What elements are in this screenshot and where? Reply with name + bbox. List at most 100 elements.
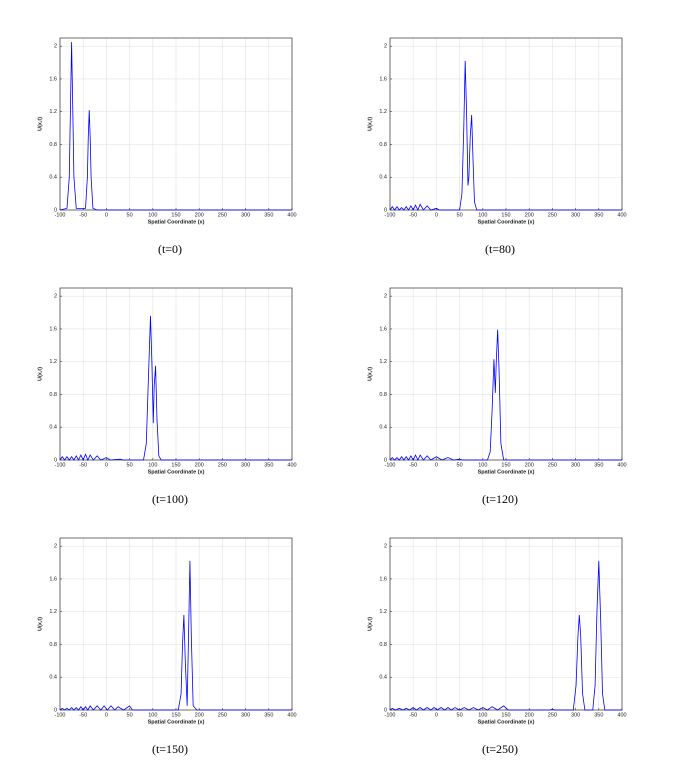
x-tick-label: -100	[54, 462, 65, 468]
x-tick-label: 100	[478, 712, 487, 718]
x-tick-label: 100	[148, 212, 157, 218]
x-tick-label: -50	[409, 712, 417, 718]
x-tick-label: 150	[501, 462, 510, 468]
y-tick-label: 1.2	[379, 359, 387, 365]
y-tick-label: 2	[384, 544, 387, 550]
x-axis-label: Spatial Coordinate (x)	[148, 719, 205, 725]
x-tick-label: 300	[571, 212, 580, 218]
plot-frame	[389, 537, 623, 711]
data-line	[389, 560, 622, 711]
chart-panel: -100 -50 0 50 100 150 200 250 300 350 400 0 0.4 0.8 1.…	[37, 287, 297, 506]
x-tick-label: 0	[105, 462, 108, 468]
y-tick-label: 0.4	[49, 675, 57, 681]
x-tick-label: 100	[148, 462, 157, 468]
x-tick-label: 350	[594, 462, 603, 468]
data-line	[59, 42, 292, 211]
x-axis-label: Spatial Coordinate (x)	[478, 219, 535, 225]
x-tick-label: -100	[384, 212, 395, 218]
x-tick-label: 200	[525, 712, 534, 718]
x-tick-label: 200	[195, 212, 204, 218]
x-tick-label: 400	[617, 712, 626, 718]
x-tick-label: 250	[218, 462, 227, 468]
x-tick-label: 250	[548, 462, 557, 468]
y-tick-label: 1.6	[379, 576, 387, 582]
y-tick-label: 1.6	[49, 76, 57, 82]
x-tick-label: 50	[457, 712, 463, 718]
caption: (t=250)	[482, 742, 518, 756]
x-tick-label: 200	[195, 462, 204, 468]
x-tick-label: 250	[218, 712, 227, 718]
x-tick-label: 400	[287, 712, 296, 718]
chart-panel: -100 -50 0 50 100 150 200 250 300 350 400 0 0.4 0.8 1.…	[37, 37, 297, 256]
y-tick-label: 2	[54, 44, 57, 50]
x-tick-label: 350	[264, 462, 273, 468]
y-tick-label: 1.2	[379, 109, 387, 115]
y-tick-label: 0.8	[379, 642, 387, 648]
x-tick-label: 350	[594, 712, 603, 718]
y-tick-label: 0.8	[49, 392, 57, 398]
y-tick-label: 0.4	[379, 675, 387, 681]
y-tick-label: 0.8	[379, 392, 387, 398]
y-tick-label: 1.6	[49, 326, 57, 332]
x-tick-label: -100	[384, 712, 395, 718]
x-tick-label: 200	[525, 462, 534, 468]
x-tick-label: 300	[571, 712, 580, 718]
caption: (t=150)	[152, 742, 188, 756]
x-tick-label: -100	[54, 212, 65, 218]
y-tick-label: 1.2	[379, 609, 387, 615]
chart-panel: -100 -50 0 50 100 150 200 250 300 350 400 0 0.4 0.8 1.…	[367, 287, 627, 506]
x-tick-label: 50	[457, 462, 463, 468]
y-tick-label: 1.2	[49, 609, 57, 615]
x-tick-label: 250	[218, 212, 227, 218]
x-tick-label: 50	[127, 212, 133, 218]
x-tick-label: 350	[264, 712, 273, 718]
caption: (t=80)	[485, 242, 515, 256]
x-axis-label: Spatial Coordinate (x)	[478, 719, 535, 725]
x-tick-label: -50	[79, 712, 87, 718]
y-tick-label: 1.6	[49, 576, 57, 582]
x-tick-label: 300	[241, 712, 250, 718]
y-tick-label: 0.4	[49, 175, 57, 181]
y-axis-label: U(x,t)	[367, 617, 373, 631]
x-tick-label: 0	[435, 462, 438, 468]
x-tick-label: 400	[287, 462, 296, 468]
y-tick-label: 1.2	[49, 359, 57, 365]
y-axis-label: U(x,t)	[367, 367, 373, 381]
x-tick-label: 150	[501, 212, 510, 218]
x-tick-label: 0	[435, 212, 438, 218]
chart-panel: -100 -50 0 50 100 150 200 250 300 350 400 0 0.4 0.8 1.…	[367, 537, 627, 756]
y-axis-label: U(x,t)	[37, 117, 43, 131]
x-tick-label: -100	[54, 712, 65, 718]
data-line	[389, 60, 622, 211]
y-tick-label: 1.6	[379, 326, 387, 332]
data-line	[59, 315, 292, 461]
x-tick-label: 50	[457, 212, 463, 218]
x-tick-label: 0	[105, 712, 108, 718]
x-tick-label: 150	[171, 712, 180, 718]
y-tick-label: 0	[54, 207, 57, 213]
data-line	[59, 560, 292, 711]
y-tick-label: 0.4	[49, 425, 57, 431]
y-tick-label: 0	[384, 457, 387, 463]
caption: (t=120)	[482, 492, 518, 506]
y-axis-label: U(x,t)	[37, 367, 43, 381]
x-tick-label: 150	[501, 712, 510, 718]
y-tick-label: 2	[54, 294, 57, 300]
y-tick-label: 0	[54, 457, 57, 463]
x-tick-label: 350	[594, 212, 603, 218]
x-tick-label: 300	[571, 462, 580, 468]
x-tick-label: 400	[287, 212, 296, 218]
data-line	[389, 329, 622, 461]
y-axis-label: U(x,t)	[367, 117, 373, 131]
caption: (t=100)	[152, 492, 188, 506]
x-tick-label: 200	[525, 212, 534, 218]
x-tick-label: 400	[617, 212, 626, 218]
chart-panel: -100 -50 0 50 100 150 200 250 300 350 400 0 0.4 0.8 1.…	[37, 537, 297, 756]
x-tick-label: 400	[617, 462, 626, 468]
x-tick-label: -50	[79, 212, 87, 218]
y-tick-label: 1.6	[379, 76, 387, 82]
chart-panel: -100 -50 0 50 100 150 200 250 300 350 400 0 0.4 0.8 1.…	[367, 37, 627, 256]
x-tick-label: -50	[409, 462, 417, 468]
x-tick-label: 150	[171, 212, 180, 218]
